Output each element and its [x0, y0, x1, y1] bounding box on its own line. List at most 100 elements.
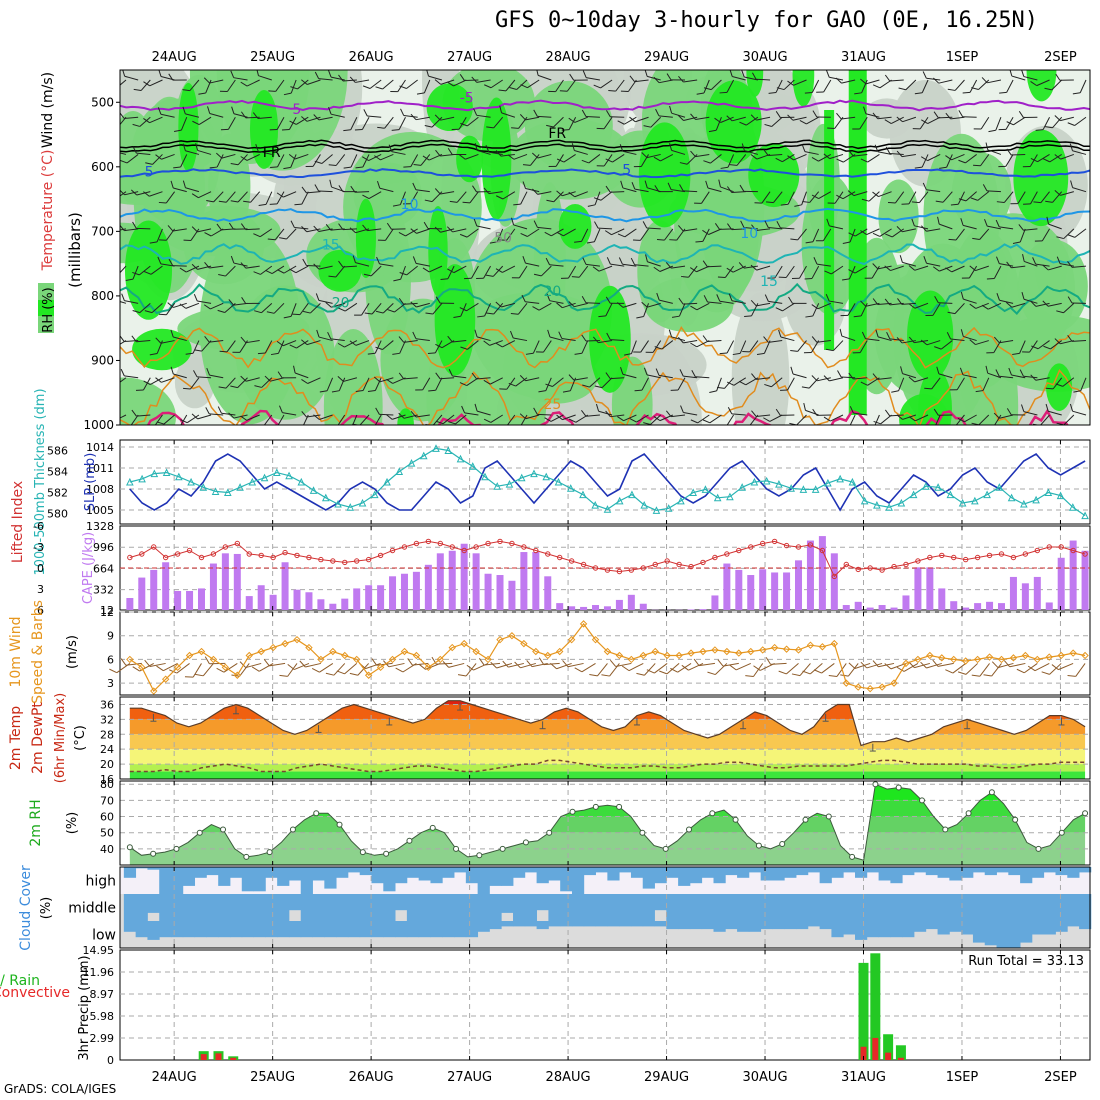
wind-barb: [545, 257, 564, 267]
cloud-cell: [548, 894, 561, 921]
cape-bar: [830, 553, 838, 610]
cape-bar: [592, 605, 600, 610]
precip-axis-label: 3hr Precip (mm): [77, 955, 92, 1060]
li-point: [306, 554, 312, 561]
thickness-point: [358, 498, 367, 507]
rh-blob: [1026, 70, 1057, 102]
wind-barb: [192, 116, 212, 125]
precip-tick-label: 2.99: [90, 1032, 115, 1045]
cloud-cell: [902, 894, 915, 921]
wind-barb: [605, 372, 625, 380]
wind-barb: [1006, 148, 1026, 156]
cloud-cell: [359, 921, 372, 938]
precip-total-bar: [870, 953, 881, 1060]
wind-barb: [399, 79, 418, 89]
rh-blob: [824, 110, 835, 350]
cloud-axis-label: Cloud Cover: [18, 865, 34, 951]
slp-tick-label: 1011: [86, 462, 114, 475]
wind-barb: [848, 228, 868, 237]
wind-barb: [179, 265, 200, 273]
wind-tick-label: 9: [107, 630, 114, 643]
wind-barb: [972, 228, 990, 240]
wind-barb: [258, 191, 273, 206]
wind-barb: [705, 180, 722, 193]
rh2m-tick-label: 40: [100, 843, 114, 856]
cape-bar: [1045, 602, 1053, 610]
precip-tick-label: 0: [107, 1054, 114, 1067]
cloud-cell: [937, 867, 950, 878]
wind-speed-point: [126, 655, 134, 664]
wind-barb: [620, 180, 637, 193]
wind-barb: [451, 116, 467, 131]
cloud-cell: [619, 921, 632, 927]
wind-unit-label: (m/s): [65, 635, 80, 669]
wind-barb: [933, 408, 953, 416]
wind-barb: [908, 336, 929, 344]
wind-barb: [778, 329, 795, 342]
rh2m-tick-label: 50: [100, 827, 114, 840]
thickness-point: [762, 476, 771, 485]
wind-speed-point: [150, 687, 158, 695]
wind-barb: [1034, 228, 1050, 242]
wind-barb: [667, 182, 686, 193]
wind-barb: [143, 265, 163, 275]
cloud-cell: [701, 921, 714, 930]
wind-barb: [864, 265, 880, 279]
x-date-label-top: 24AUG: [152, 50, 197, 65]
cloud-cell: [737, 867, 750, 878]
wind-barb: [483, 414, 503, 423]
wind-barb: [289, 116, 309, 125]
wind-barb: [873, 414, 892, 425]
wind-barb: [533, 220, 552, 230]
cloud-cell: [371, 921, 384, 938]
wind-barb: [203, 302, 224, 310]
wind-barb: [702, 335, 722, 343]
wind-barb: [815, 228, 832, 242]
wind-barb: [464, 265, 479, 280]
rh-blob: [878, 179, 919, 254]
wind-barb: [717, 659, 739, 667]
rh2m-panel-frame: [119, 780, 1091, 866]
cloud-cell: [1043, 894, 1056, 921]
temperature-contour: [120, 243, 1090, 266]
wind-barb: [896, 226, 916, 233]
cape-bar: [281, 562, 289, 610]
rh-blob: [792, 70, 815, 107]
rh2m-point: [569, 808, 576, 815]
wind-barb: [840, 303, 856, 317]
wind-barb: [825, 293, 844, 304]
rh2m-point: [872, 781, 879, 788]
wind-barb: [338, 223, 357, 231]
cloud-cell: [277, 894, 290, 921]
wind-barb: [183, 228, 200, 241]
wind-barb: [1042, 154, 1062, 163]
cape-bar: [1021, 583, 1029, 610]
wind-barb: [741, 70, 759, 81]
wind-barb: [935, 191, 953, 203]
wind-barb: [677, 336, 698, 344]
thickness-point: [897, 498, 906, 507]
wind-barb: [872, 112, 892, 120]
cloud-cell: [760, 921, 773, 930]
wind-barb: [499, 105, 516, 118]
cloud-cell: [831, 921, 844, 938]
wind-barb: [908, 376, 929, 383]
cloud-cell: [288, 867, 302, 881]
wind-barb: [120, 150, 127, 155]
cloud-cell: [843, 921, 856, 935]
cloud-cell: [1031, 867, 1045, 878]
wind-speed-point: [138, 663, 146, 672]
wind-barb: [641, 152, 661, 159]
cape-bar: [878, 605, 886, 610]
cloud-cell: [1020, 867, 1033, 884]
wind-barb: [1021, 70, 1038, 81]
thickness-point: [1081, 511, 1089, 520]
wind-barb: [606, 257, 625, 267]
cloud-cell: [855, 867, 868, 878]
x-date-label-top: 28AUG: [546, 50, 591, 65]
cloud-cell: [748, 894, 762, 921]
rh2m-point: [662, 845, 669, 852]
cape-bar: [293, 589, 301, 610]
upper-air-frame: [119, 69, 1091, 426]
wind-barb: [593, 79, 613, 89]
